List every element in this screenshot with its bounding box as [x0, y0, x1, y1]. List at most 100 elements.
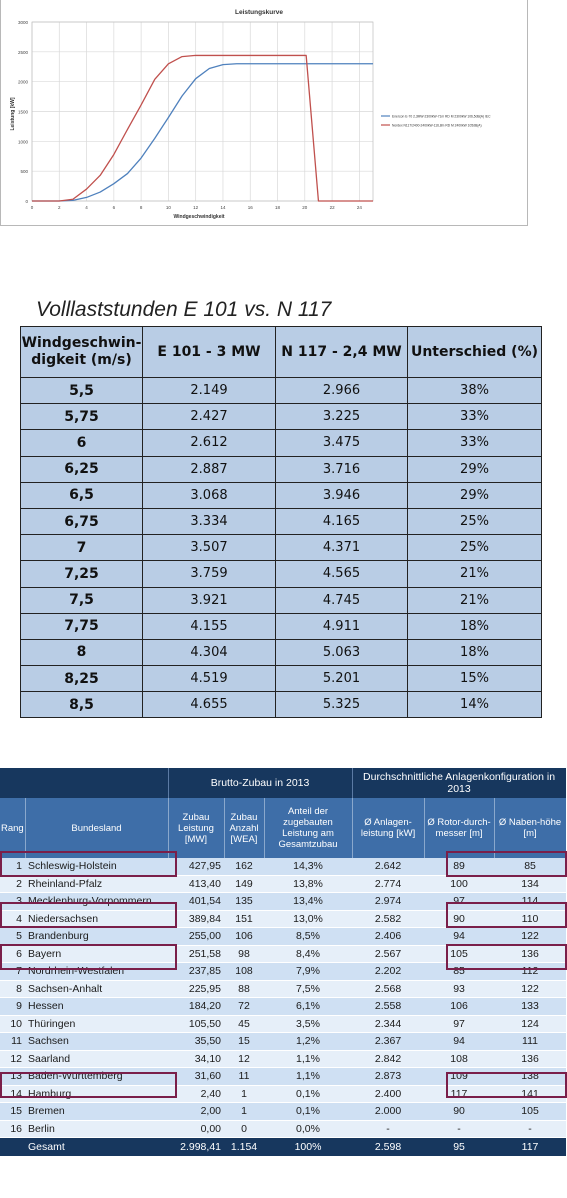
table1-row: 7,75 4.155 4.911 18% — [20, 612, 542, 640]
table1-cell: 3.225 — [275, 403, 408, 431]
table1-cell: 21% — [407, 560, 542, 588]
table2-cell: 1 — [224, 1085, 264, 1103]
table2-cell: 109 — [424, 1067, 495, 1086]
table2-cell: 13 — [0, 1067, 25, 1086]
wind-speed-cell: 7,5 — [20, 586, 143, 614]
table2-cell: 136 — [494, 945, 566, 963]
table2-row: 13 Baden-Württemberg 31,60 11 1,1% 2.873 109 13… — [0, 1067, 566, 1086]
table2-cell: 389,84 — [168, 910, 224, 928]
table1-header-cell: Unterschied (%) — [407, 326, 542, 378]
table2-row: 15 Bremen 2,00 1 0,1% 2.000 90 105 — [0, 1102, 566, 1121]
table2-cell: 94 — [424, 1032, 495, 1051]
chart-gridlines — [31, 21, 374, 202]
table1-cell: 2.966 — [275, 376, 408, 405]
total-cell — [0, 1137, 25, 1156]
full-load-hours-table: Windgeschwin-digkeit (m/s) E 101 - 3 MW N … — [20, 326, 542, 719]
table2-header-cell: Rang — [0, 798, 26, 858]
table1-cell: 18% — [407, 638, 542, 667]
table2-row: 4 Niedersachsen 389,84 151 13,0% 2.582 90 110 — [0, 910, 566, 928]
table2-cell: 122 — [494, 980, 566, 998]
table2-cell: 97 — [424, 1015, 495, 1033]
table2-cell: 2.974 — [352, 892, 425, 911]
table2-cell: 133 — [494, 997, 566, 1016]
table1-cell: 33% — [407, 429, 542, 457]
state-expansion-table-container: Brutto-Zubau in 2013 Durchschnittliche A… — [0, 768, 566, 1172]
table1-row: 6,5 3.068 3.946 29% — [20, 481, 542, 509]
table2-cell: 12 — [224, 1050, 264, 1068]
table1-cell: 2.149 — [142, 376, 276, 405]
power-curve-chart: Leistungskurve 0 500 1000 1500 2000 2500 3000 … — [0, 0, 528, 226]
table1-cell: 4.155 — [142, 612, 276, 640]
table2-cell: 8 — [0, 980, 25, 998]
table2-cell: 15 — [0, 1102, 25, 1121]
table2-row: 2 Rheinland-Pfalz 413,40 149 13,8% 2.774 100 13… — [0, 875, 566, 893]
x-axis-label: Windgeschwindigkeit — [173, 214, 224, 220]
table2-header-cell: Zubau Anzahl [WEA] — [224, 798, 265, 858]
table2-cell: 427,95 — [168, 858, 224, 876]
table2-cell: 90 — [424, 1102, 495, 1121]
table2-cell: 237,85 — [168, 962, 224, 981]
total-cell: Gesamt — [25, 1137, 168, 1156]
table2-total-row: Gesamt 2.998,41 1.154 100% 2.598 95 117 — [0, 1137, 566, 1156]
wind-speed-cell: 5,75 — [20, 403, 143, 431]
x-tick-label: 16 — [248, 205, 254, 210]
table2-cell: 4 — [0, 910, 25, 928]
table1-cell: 3.921 — [142, 586, 276, 614]
wind-speed-cell: 7,75 — [20, 612, 143, 640]
table2-header-cell: Anteil der zugebauten Leistung am Gesamt… — [264, 798, 353, 858]
table1-cell: 4.304 — [142, 638, 276, 667]
table2-header-cell: Bundesland — [25, 798, 169, 858]
table2-cell: 85 — [494, 858, 566, 876]
chart-series — [32, 54, 373, 202]
table2-cell: 97 — [424, 892, 495, 911]
x-tick-label: 20 — [302, 205, 308, 210]
table2-cell: 138 — [494, 1067, 566, 1086]
table2-cell: 2.582 — [352, 910, 425, 928]
x-tick-label: 0 — [31, 205, 34, 210]
total-cell: 2.598 — [352, 1137, 425, 1156]
total-cell: 100% — [264, 1137, 353, 1156]
wind-speed-cell: 7,25 — [20, 560, 143, 588]
table1-row: 6,75 3.334 4.165 25% — [20, 507, 542, 536]
y-tick-label: 0 — [25, 199, 28, 204]
state-name-cell: Sachsen-Anhalt — [25, 980, 168, 998]
state-expansion-table: Brutto-Zubau in 2013 Durchschnittliche A… — [0, 768, 566, 1156]
table2-cell: 1,1% — [264, 1050, 353, 1068]
table2-cell: 2.567 — [352, 945, 425, 963]
table2-cell: 149 — [224, 875, 264, 893]
table2-row: 12 Saarland 34,10 12 1,1% 2.842 108 136 — [0, 1050, 566, 1068]
group-header-empty — [0, 768, 169, 798]
table1-row: 5,5 2.149 2.966 38% — [20, 376, 542, 405]
table2-cell: 3 — [0, 892, 25, 911]
table2-cell: 7,5% — [264, 980, 353, 998]
table2-cell: 122 — [494, 927, 566, 946]
table2-cell: 15 — [224, 1032, 264, 1051]
table2-cell: 98 — [224, 945, 264, 963]
table1-row: 6,25 2.887 3.716 29% — [20, 455, 542, 483]
table2-cell: 2.406 — [352, 927, 425, 946]
state-name-cell: Hamburg — [25, 1085, 168, 1103]
table1-cell: 38% — [407, 376, 542, 405]
group-header-anlagenkonfiguration: Durchschnittliche Anlagenkonfiguration i… — [352, 768, 566, 798]
table2-row: 7 Nordrhein-Westfalen 237,85 108 7,9% 2.202 85… — [0, 962, 566, 981]
wind-speed-cell: 8,5 — [20, 691, 143, 719]
wind-speed-cell: 8 — [20, 638, 143, 667]
table2-cell: 2,00 — [168, 1102, 224, 1121]
table1-cell: 4.519 — [142, 665, 276, 693]
table2-cell: 94 — [424, 927, 495, 946]
table2-cell: 413,40 — [168, 875, 224, 893]
wind-speed-cell: 6,75 — [20, 507, 143, 536]
total-cell: 2.998,41 — [168, 1137, 224, 1156]
x-tick-label: 14 — [220, 205, 226, 210]
table1-cell: 4.371 — [275, 534, 408, 562]
table2-cell: 14,3% — [264, 858, 353, 876]
table2-cell: 135 — [224, 892, 264, 911]
table2-cell: 225,95 — [168, 980, 224, 998]
series-line — [32, 63, 373, 202]
table1-row: 5,75 2.427 3.225 33% — [20, 403, 542, 431]
table2-cell: 12 — [0, 1050, 25, 1068]
table1-cell: 4.745 — [275, 586, 408, 614]
table2-row: 10 Thüringen 105,50 45 3,5% 2.344 97 124 — [0, 1015, 566, 1033]
table2-header-cell: Ø Anlagen-leistung [kW] — [352, 798, 425, 858]
state-name-cell: Rheinland-Pfalz — [25, 875, 168, 893]
